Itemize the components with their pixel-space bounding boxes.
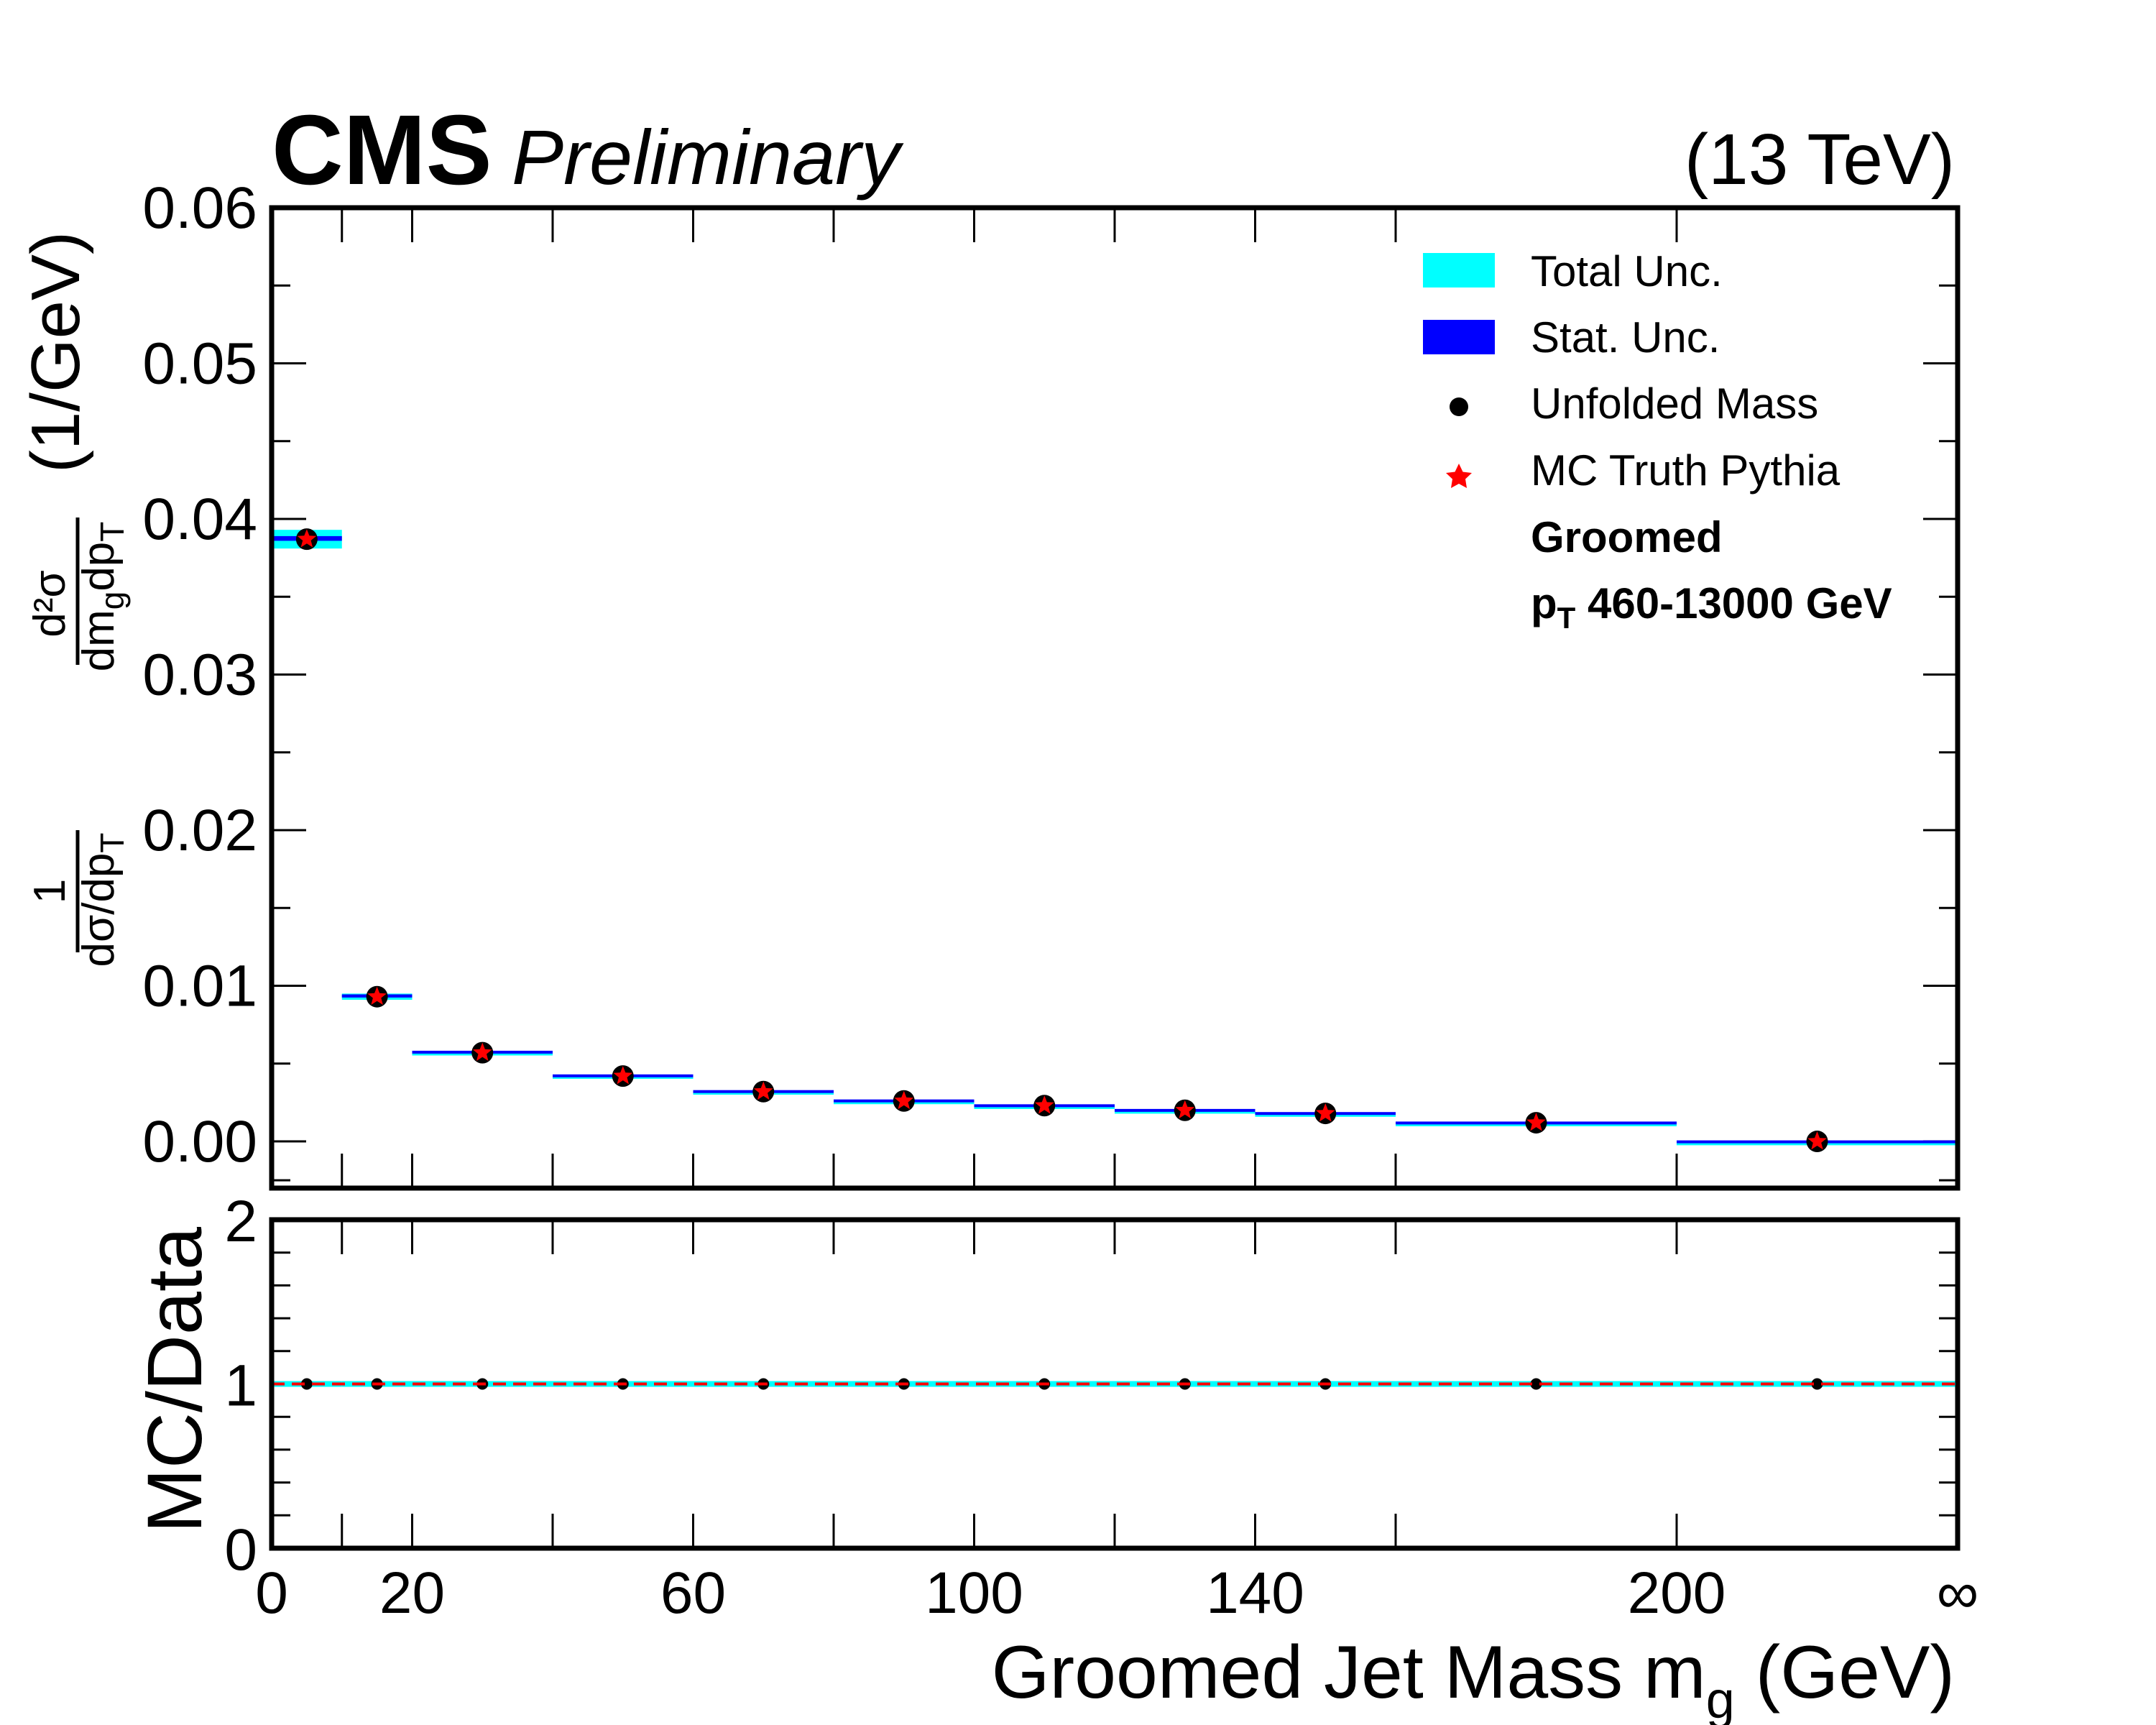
- x-tick-label: 0: [255, 1560, 288, 1626]
- x-tick-label: 60: [660, 1560, 726, 1626]
- main-y-axis-title: 1 dσ/dpT d²σ dmgdpT (1/GeV): [17, 231, 131, 967]
- ratio-point: [1811, 1378, 1823, 1390]
- main-ticks: [270, 206, 1958, 1188]
- main-plot-frame: [269, 205, 1961, 1191]
- main-y-tick-label: 0.06: [142, 175, 257, 241]
- mc-truth-star: [613, 1066, 633, 1085]
- mc-truth-star: [1807, 1131, 1827, 1150]
- mc-truth-star: [894, 1090, 914, 1110]
- ylabel-frac1-den: dσ/dpT: [74, 832, 131, 967]
- ratio-y-tick-label: 0: [224, 1517, 257, 1583]
- ylabel-frac1-num: 1: [25, 879, 75, 903]
- x-tick-label: 200: [1628, 1560, 1726, 1626]
- x-tick-label: 100: [925, 1560, 1023, 1626]
- ylabel-unit: (1/GeV): [17, 231, 94, 473]
- mc-truth-star: [1315, 1103, 1335, 1122]
- x-tick-label: 20: [379, 1560, 445, 1626]
- ratio-y-tick-label: 2: [224, 1189, 257, 1254]
- data-points: [295, 528, 1828, 1153]
- legend-total-unc-label: Total Unc.: [1531, 247, 1723, 295]
- x-tick-label: ∞: [1937, 1560, 1978, 1626]
- main-y-tick-label: 0.00: [142, 1109, 257, 1174]
- legend-mc-label: MC Truth Pythia: [1531, 446, 1841, 494]
- mc-truth-star: [297, 529, 317, 548]
- ylabel-frac2-den: dmgdpT: [74, 522, 131, 672]
- ratio-y-tick-label: 1: [224, 1353, 257, 1419]
- main-y-tick-label: 0.03: [142, 643, 257, 708]
- main-y-tick-label: 0.01: [142, 954, 257, 1019]
- main-plot-panel: 0.00 0.01 0.02 0.03 0.04 0.05 0.06: [142, 175, 1961, 1191]
- legend-unfolded-marker: [1450, 397, 1468, 416]
- main-y-tick-label: 0.04: [142, 487, 257, 552]
- mc-truth-star: [367, 986, 387, 1005]
- ratio-content: [272, 1378, 1958, 1390]
- ratio-point: [300, 1378, 313, 1390]
- main-y-tick-label: 0.05: [142, 331, 257, 397]
- legend-pt-range-label: pT 460-13000 GeV: [1531, 579, 1892, 635]
- x-axis-title: Groomed Jet Mass mg (GeV): [992, 1631, 1955, 1725]
- main-y-tick-labels: 0.00 0.01 0.02 0.03 0.04 0.05 0.06: [142, 175, 257, 1174]
- preliminary-label: Preliminary: [512, 114, 904, 201]
- legend-stat-unc-swatch: [1423, 320, 1495, 354]
- mc-truth-star: [1526, 1113, 1546, 1131]
- ratio-plot-panel: 0 1 2: [224, 1189, 1961, 1583]
- legend-stat-unc-label: Stat. Unc.: [1531, 313, 1720, 362]
- x-tick-label: 140: [1206, 1560, 1304, 1626]
- ratio-plot-frame: [269, 1217, 1961, 1551]
- legend-mc-star-icon: [1446, 464, 1472, 488]
- legend-unfolded-label: Unfolded Mass: [1531, 380, 1818, 428]
- legend-groomed-label: Groomed: [1531, 513, 1723, 561]
- ratio-y-axis-title: MC/Data: [131, 1226, 218, 1533]
- ratio-point: [1530, 1378, 1542, 1390]
- energy-label: (13 TeV): [1685, 119, 1955, 200]
- legend: Total Unc. Stat. Unc. Unfolded Mass MC T…: [1423, 247, 1892, 635]
- cms-label: CMS: [272, 95, 492, 206]
- mc-truth-star: [1034, 1095, 1054, 1114]
- legend-total-unc-swatch: [1423, 253, 1495, 288]
- ylabel-frac2-num: d²σ: [25, 570, 75, 637]
- mc-truth-star: [1175, 1100, 1195, 1119]
- ratio-y-tick-labels: 0 1 2: [224, 1189, 257, 1583]
- main-y-tick-label: 0.02: [142, 798, 257, 863]
- mc-truth-star: [753, 1081, 773, 1100]
- x-tick-labels: 0 20 60 100 140 200 ∞: [255, 1560, 1978, 1626]
- mc-truth-star: [472, 1042, 492, 1061]
